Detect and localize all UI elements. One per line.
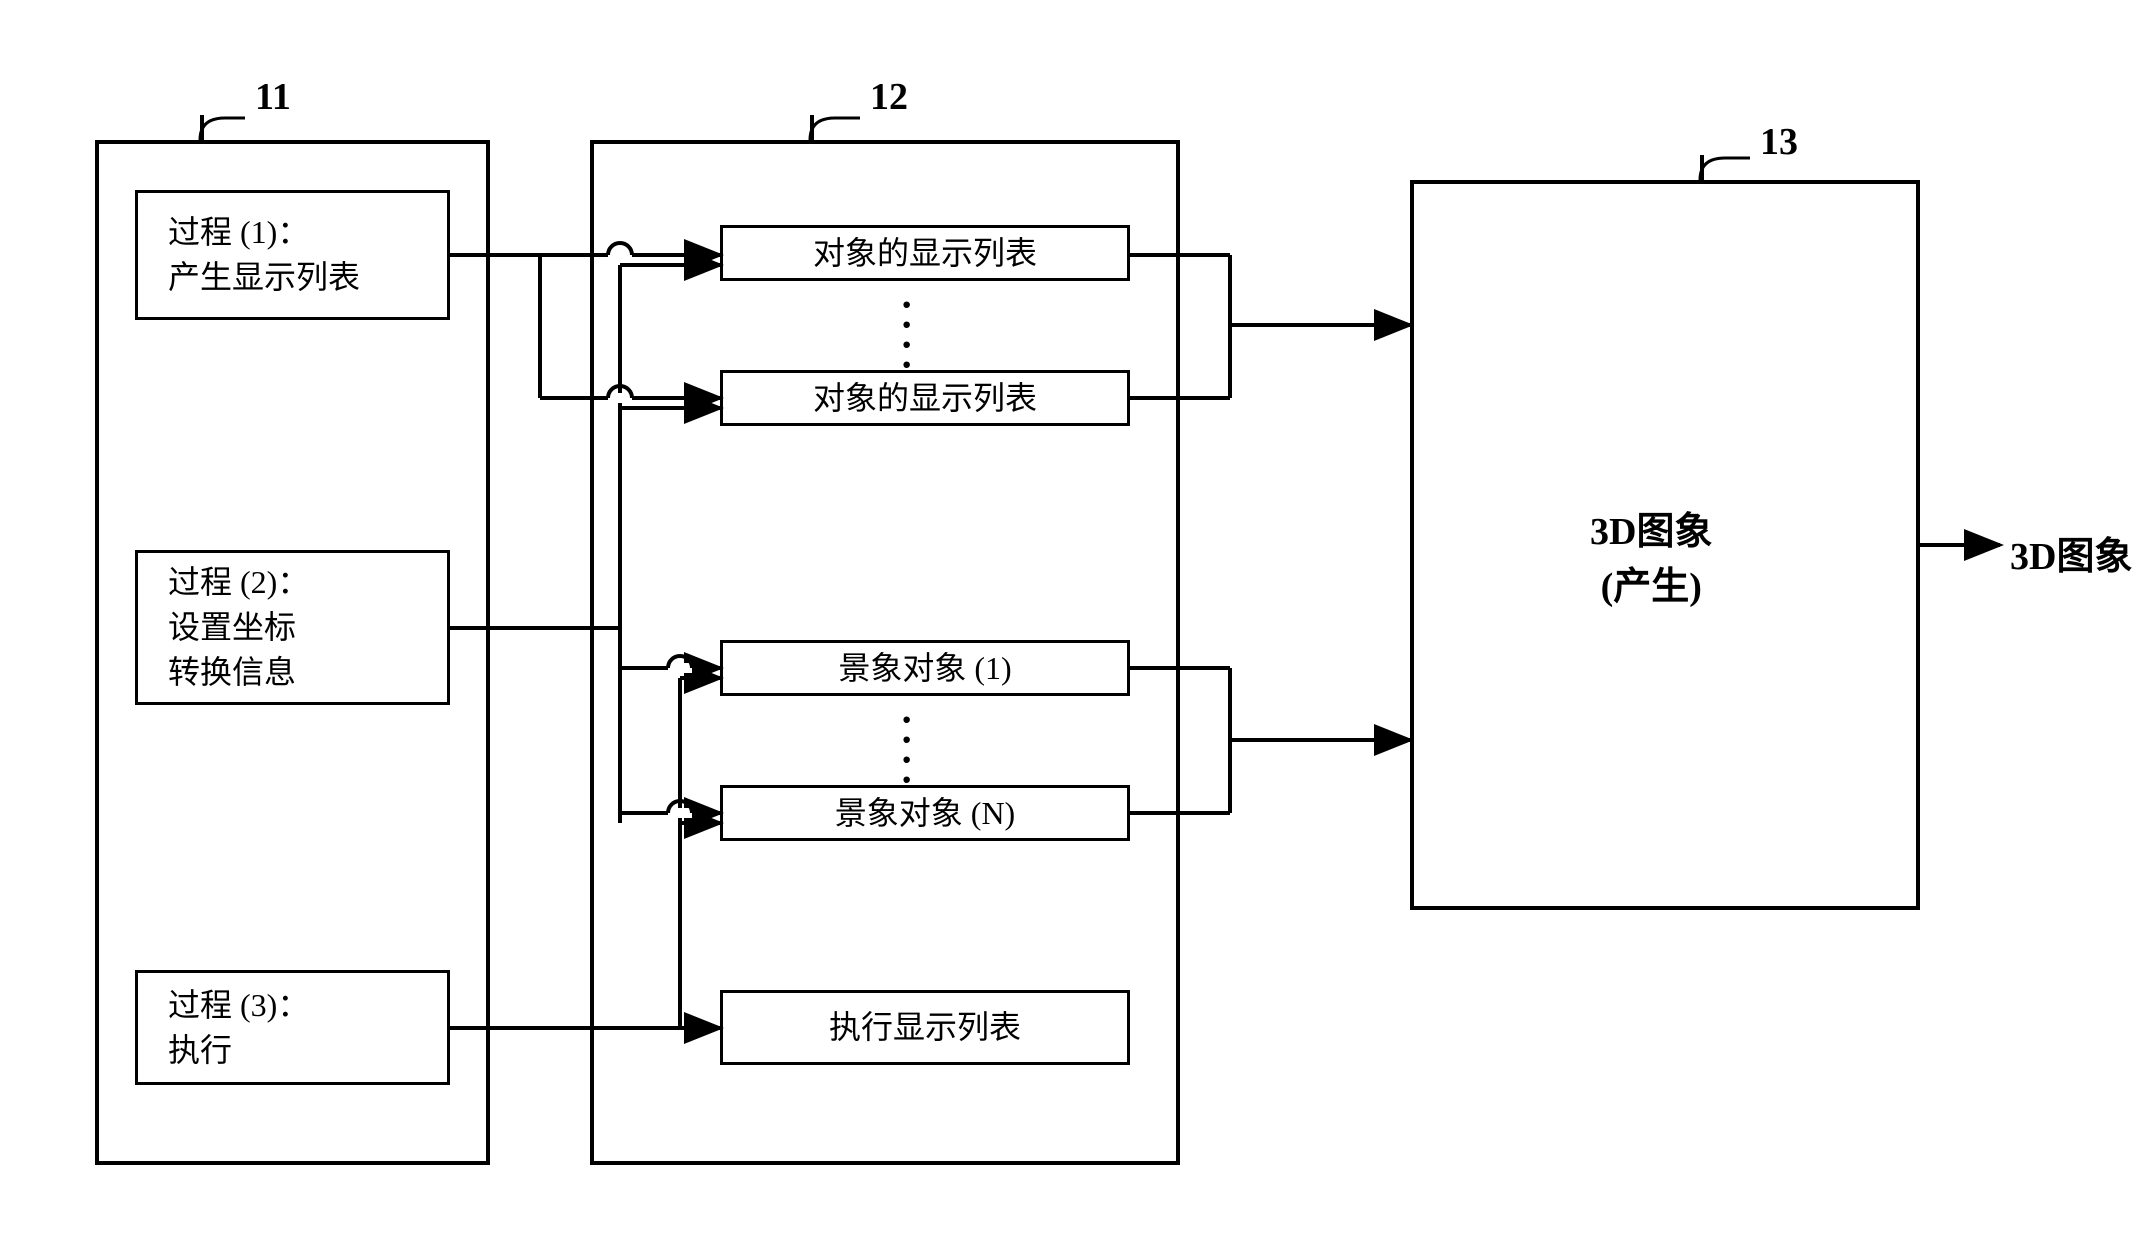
sceneobj-1-text: 景象对象 (1) bbox=[838, 646, 1011, 691]
diagram-container: 11 12 13 过程 (1)： 产生显示列表 过程 (2)： 设置坐标 转换信… bbox=[0, 0, 2148, 1237]
execlist-box: 执行显示列表 bbox=[720, 990, 1130, 1065]
displaylist-2-box: 对象的显示列表 bbox=[720, 370, 1130, 426]
process-2-box: 过程 (2)： 设置坐标 转换信息 bbox=[135, 550, 450, 705]
process-3-line1: 过程 (3)： bbox=[168, 983, 309, 1028]
sceneobj-n-box: 景象对象 (N) bbox=[720, 785, 1130, 841]
tick-13 bbox=[1700, 155, 1704, 180]
process-1-box: 过程 (1)： 产生显示列表 bbox=[135, 190, 450, 320]
label-11: 11 bbox=[255, 75, 291, 119]
group-13-line1: 3D图象 bbox=[1590, 500, 1712, 555]
group-13-line2: (产生) bbox=[1590, 555, 1712, 610]
label-12: 12 bbox=[870, 75, 908, 119]
process-2-line1: 过程 (2)： bbox=[168, 560, 309, 605]
process-3-box: 过程 (3)： 执行 bbox=[135, 970, 450, 1085]
displaylist-1-box: 对象的显示列表 bbox=[720, 225, 1130, 281]
vdots-1: ···· bbox=[900, 295, 915, 375]
tick-12 bbox=[810, 115, 814, 140]
group-13-title: 3D图象 (产生) bbox=[1590, 500, 1712, 610]
displaylist-2-text: 对象的显示列表 bbox=[813, 376, 1037, 421]
tick-11 bbox=[200, 115, 204, 140]
process-1-line1: 过程 (1)： bbox=[168, 210, 360, 255]
process-2-line3: 转换信息 bbox=[168, 650, 309, 695]
output-label: 3D图象 bbox=[2010, 525, 2132, 580]
sceneobj-1-box: 景象对象 (1) bbox=[720, 640, 1130, 696]
execlist-text: 执行显示列表 bbox=[829, 1005, 1021, 1050]
displaylist-1-text: 对象的显示列表 bbox=[813, 231, 1037, 276]
label-13: 13 bbox=[1760, 120, 1798, 164]
vdots-2: ···· bbox=[900, 710, 915, 790]
process-2-line2: 设置坐标 bbox=[168, 605, 309, 650]
sceneobj-n-text: 景象对象 (N) bbox=[835, 791, 1015, 836]
process-1-line2: 产生显示列表 bbox=[168, 255, 360, 300]
process-3-line2: 执行 bbox=[168, 1028, 309, 1073]
